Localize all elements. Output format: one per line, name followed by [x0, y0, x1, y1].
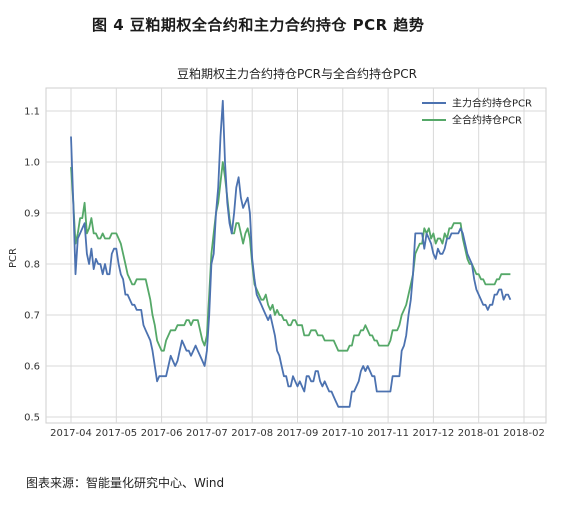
y-tick-label: 0.7: [24, 311, 40, 322]
plot-frame: [45, 87, 547, 424]
plot-area: [45, 87, 547, 424]
legend: 主力合约持仓PCR 全合约持仓PCR: [422, 97, 532, 127]
y-tick-label: 0.6: [24, 362, 40, 373]
y-tick-label: 1.1: [24, 107, 40, 118]
x-tick-label: 2017-06: [141, 428, 183, 439]
chart-title: 豆粕期权主力合约持仓PCR与全合约持仓PCR: [177, 66, 417, 81]
series-layer: [70, 99, 512, 408]
y-tick-label: 0.5: [24, 413, 40, 424]
gridlines: [46, 88, 546, 423]
series-line-main-contract: [70, 99, 512, 408]
legend-label: 主力合约持仓PCR: [452, 97, 532, 110]
x-tick-label: 2017-08: [231, 428, 273, 439]
y-tick-label: 0.8: [24, 260, 40, 271]
x-tick-label: 2017-09: [277, 428, 319, 439]
y-axis-label: PCR: [8, 248, 19, 268]
x-tick-label: 2017-12: [413, 428, 455, 439]
y-axis: 0.5 0.6 0.7 0.8 0.9 1.0 1.1: [24, 107, 40, 424]
x-axis: 2017-04 2017-05 2017-06 2017-07 2017-08 2017-…: [50, 428, 545, 439]
figure-title: 图 4 豆粕期权全合约和主力合约持仓 PCR 趋势: [92, 16, 425, 34]
x-tick-label: 2018-01: [458, 428, 500, 439]
x-tick-label: 2018-02: [503, 428, 545, 439]
x-tick-label: 2017-11: [367, 428, 409, 439]
y-tick-label: 1.0: [24, 158, 40, 169]
series-line-all-contracts: [70, 161, 511, 352]
x-tick-label: 2017-07: [186, 428, 228, 439]
x-tick-label: 2017-10: [322, 428, 364, 439]
y-tick-label: 0.9: [24, 209, 40, 220]
legend-label: 全合约持仓PCR: [452, 114, 522, 127]
source-note: 图表来源：智能量化研究中心、Wind: [26, 476, 225, 490]
x-tick-label: 2017-04: [50, 428, 92, 439]
x-tick-label: 2017-05: [95, 428, 137, 439]
